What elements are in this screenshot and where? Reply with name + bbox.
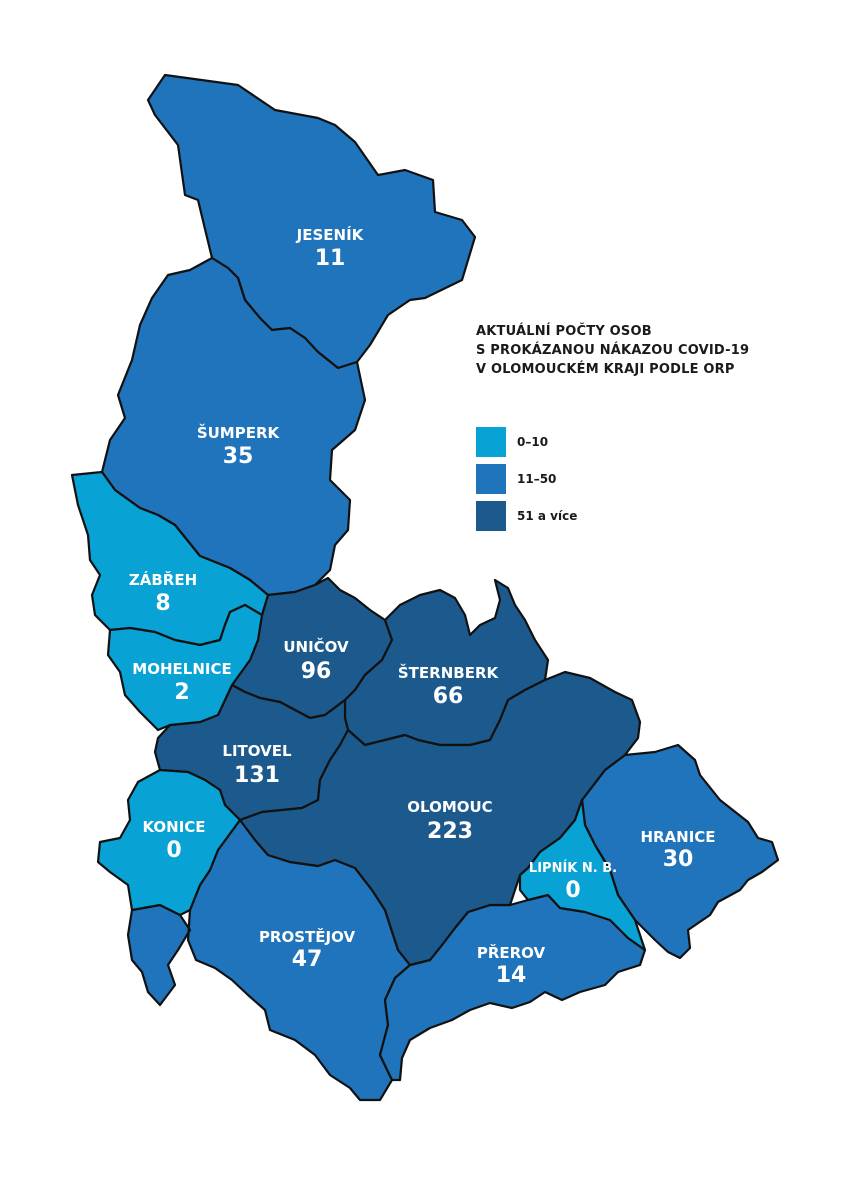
legend-title-line: V OLOMOUCKÉM KRAJI PODLE ORP xyxy=(476,362,735,377)
region-jesenik[interactable] xyxy=(146,73,477,370)
legend-label-high: 51 a více xyxy=(517,509,578,523)
legend-item-low: 0–10 xyxy=(476,427,749,457)
legend-swatch-high xyxy=(476,501,506,531)
region-label-olomouc: OLOMOUC xyxy=(407,798,492,816)
legend-label-low: 0–10 xyxy=(517,435,549,449)
region-value-prostejov: 47 xyxy=(292,947,323,972)
region-label-mohelnice: MOHELNICE xyxy=(132,660,231,678)
region-label-zabreh: ZÁBŘEH xyxy=(129,570,197,589)
region-value-olomouc: 223 xyxy=(427,819,473,844)
region-label-litovel: LITOVEL xyxy=(222,742,292,760)
region-value-prerov: 14 xyxy=(496,963,527,988)
region-value-sumperk: 35 xyxy=(223,444,254,469)
region-lipnik[interactable] xyxy=(518,798,647,952)
regions-layer xyxy=(70,73,780,1102)
region-value-konice: 0 xyxy=(166,838,181,863)
legend-items: 0–10 11–50 51 a více xyxy=(476,427,749,531)
region-value-jesenik: 11 xyxy=(315,246,346,271)
region-value-unicov: 96 xyxy=(301,659,332,684)
region-value-litovel: 131 xyxy=(234,763,280,788)
region-label-hranice: HRANICE xyxy=(640,828,715,846)
region-label-konice: KONICE xyxy=(142,818,205,836)
region-value-mohelnice: 2 xyxy=(174,680,189,705)
legend-swatch-mid xyxy=(476,464,506,494)
legend-item-high: 51 a více xyxy=(476,501,749,531)
region-value-sternberk: 66 xyxy=(433,684,464,709)
legend-label-mid: 11–50 xyxy=(517,472,557,486)
region-labels: JESENÍK 11 ŠUMPERK 35 ZÁBŘEH 8 MOHELNICE… xyxy=(129,225,716,988)
region-label-prerov: PŘEROV xyxy=(477,943,546,962)
region-value-hranice: 30 xyxy=(663,847,694,872)
region-konice[interactable] xyxy=(96,768,242,917)
legend-item-mid: 11–50 xyxy=(476,464,749,494)
legend-title-line: S PROKÁZANOU NÁKAZOU COVID-19 xyxy=(476,343,750,358)
legend-title: AKTUÁLNÍ POČTY OSOB S PROKÁZANOU NÁKAZOU… xyxy=(476,322,749,379)
region-value-zabreh: 8 xyxy=(155,591,170,616)
region-value-lipnik: 0 xyxy=(565,878,580,903)
region-label-prostejov: PROSTĚJOV xyxy=(259,927,356,946)
region-label-sumperk: ŠUMPERK xyxy=(197,423,281,442)
region-label-unicov: UNIČOV xyxy=(283,637,349,656)
region-mohelnice[interactable] xyxy=(106,603,264,732)
region-label-jesenik: JESENÍK xyxy=(296,225,365,244)
region-label-lipnik: LIPNÍK N. B. xyxy=(529,860,617,876)
region-label-sternberk: ŠTERNBERK xyxy=(398,663,500,682)
map-legend: AKTUÁLNÍ POČTY OSOB S PROKÁZANOU NÁKAZOU… xyxy=(476,322,749,538)
legend-swatch-low xyxy=(476,427,506,457)
legend-title-line: AKTUÁLNÍ POČTY OSOB xyxy=(476,324,652,339)
